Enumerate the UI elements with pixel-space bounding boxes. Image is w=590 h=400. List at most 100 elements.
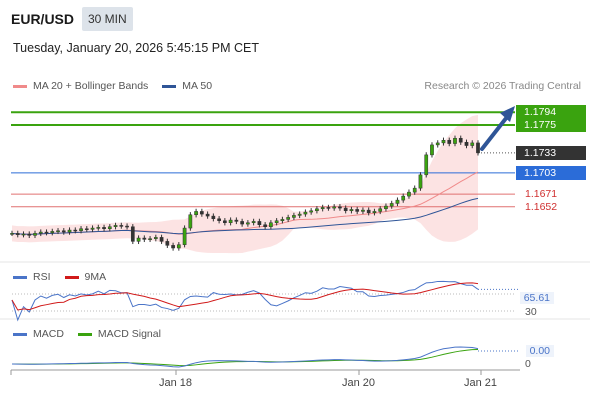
candle-body [458, 137, 463, 143]
level-tag-1.1775: 1.1775 [516, 117, 586, 132]
macd-line [11, 346, 479, 368]
candle-body [395, 199, 400, 204]
rsi-9ma-legend-label: 9MA [84, 271, 107, 283]
rsi-legend: RSI 9MA [13, 271, 106, 283]
candle-body [470, 142, 475, 146]
timeframe-badge[interactable]: 30 MIN [82, 7, 133, 31]
candle-body [33, 233, 37, 236]
candle-body [441, 139, 446, 144]
candle-body [280, 219, 285, 221]
candle-body [435, 142, 440, 146]
candle-body [372, 211, 377, 214]
level-tag-1.1652: 1.1652 [525, 200, 558, 213]
candle-body [384, 205, 388, 210]
rsi-9ma-swatch [64, 275, 79, 279]
macd-tick-label: 0 [525, 358, 531, 370]
candle-body [246, 222, 250, 225]
candle-body [430, 144, 434, 156]
candle-body [119, 225, 124, 227]
candle-body [182, 227, 187, 245]
macd-legend-label: MACD [33, 328, 64, 340]
macd-signal-legend-label: MACD Signal [97, 328, 161, 340]
candle-body [320, 207, 325, 210]
candle-body [90, 227, 95, 230]
candle-body [148, 238, 152, 240]
candle-body [309, 210, 314, 213]
candle-body [38, 231, 43, 234]
macd-value-label: 0.00 [525, 345, 554, 357]
candle-body [211, 215, 216, 219]
candle-body [257, 221, 262, 225]
candle-body [67, 229, 72, 233]
rsi-tick-label: 30 [525, 306, 537, 318]
main-legend: MA 20 + Bollinger Bands MA 50 [13, 80, 212, 92]
candle-body [10, 233, 14, 235]
candle-body [171, 245, 175, 249]
candle-body [228, 219, 233, 223]
candle-body [366, 209, 371, 214]
rsi-legend-label: RSI [33, 271, 51, 283]
candle-body [159, 237, 164, 242]
level-tag-1.1671: 1.1671 [525, 188, 558, 201]
ma50-line [11, 197, 479, 235]
research-credit: Research © 2026 Trading Central [424, 80, 581, 92]
candle-body [96, 227, 101, 229]
candle-body [125, 225, 129, 228]
macd-swatch [13, 332, 27, 336]
candle-body [355, 209, 360, 212]
candle-body [378, 208, 383, 212]
price-levels [11, 111, 515, 208]
candle-body [142, 237, 147, 240]
candle-body [107, 226, 112, 229]
x-tick-label: Jan 18 [159, 377, 193, 389]
candle-body [136, 237, 141, 242]
rsi-swatch [13, 275, 27, 279]
candle-body [223, 220, 227, 223]
candle-body [73, 229, 78, 232]
candle-body [84, 228, 89, 230]
candle-body [194, 211, 198, 216]
candle-body [424, 154, 429, 176]
candle-body [407, 191, 411, 197]
macd-signal-swatch [77, 332, 92, 336]
candle-body [234, 219, 239, 222]
candle-body [50, 231, 55, 233]
ma50-legend-label: MA 50 [182, 80, 213, 92]
rsi-value-label: 65.61 [519, 292, 554, 304]
x-tick-label: Jan 20 [342, 377, 376, 389]
candle-body [292, 215, 296, 218]
ma20-swatch [13, 84, 27, 88]
moving-averages [11, 171, 479, 235]
candle-body [240, 221, 244, 225]
candle-body [286, 217, 290, 220]
candle-body [21, 233, 26, 236]
ma50-swatch [162, 84, 177, 88]
ma20-legend-label: MA 20 + Bollinger Bands [33, 80, 149, 92]
candlesticks [10, 135, 480, 251]
candle-body [412, 187, 417, 193]
candle-body [113, 225, 118, 227]
candle-body [315, 208, 319, 212]
candle-body [27, 233, 32, 236]
x-tick-label: Jan 21 [464, 377, 498, 389]
candle-body [447, 139, 452, 144]
candle-body [401, 195, 406, 201]
macd-legend: MACD MACD Signal [13, 328, 161, 340]
forecast-arrow-shaft [480, 115, 509, 151]
chart-datetime: Tuesday, January 20, 2026 5:45:15 PM CET [13, 41, 259, 55]
candle-body [464, 141, 469, 146]
candle-body [389, 203, 394, 207]
rsi-line [11, 280, 479, 322]
candle-body [79, 228, 83, 231]
candle-body [418, 174, 423, 189]
candle-body [61, 230, 66, 233]
candle-body [165, 241, 170, 246]
indicator-lines [11, 280, 520, 368]
candle-body [349, 209, 354, 212]
candle-body [338, 206, 342, 209]
candle-body [130, 226, 135, 242]
level-tag-1.1794: 1.1794 [516, 105, 586, 120]
candle-body [263, 224, 267, 227]
candle-body [200, 211, 204, 215]
